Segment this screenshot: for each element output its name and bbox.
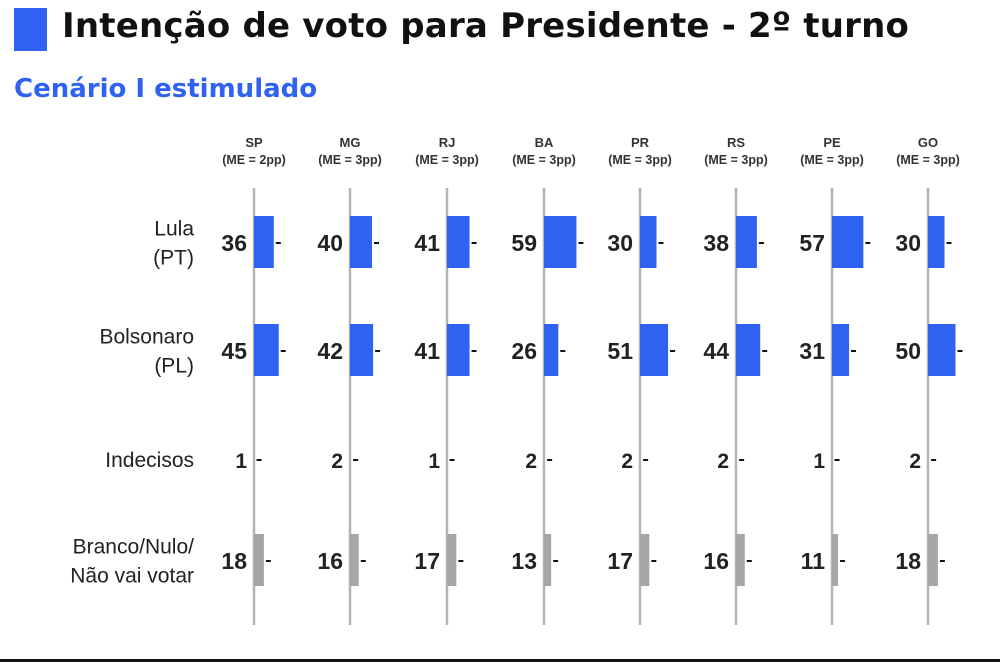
column-state-label: PR [631,135,650,150]
chart-subtitle: Cenário I estimulado [14,74,318,104]
bar [928,324,956,376]
bar [928,216,945,268]
bar-value-label: 31 [799,338,825,364]
bar-value-label: 30 [895,230,921,256]
bar [544,534,552,586]
chart-title: Intenção de voto para Presidente - 2º tu… [62,6,910,46]
bar-value-label: 13 [511,548,537,574]
bar [350,216,372,268]
bar [350,324,374,376]
row-label: (PL) [154,355,194,378]
bar [350,534,359,586]
bar-value-label: 16 [703,548,729,574]
column-margin-label: (ME = 3pp) [704,153,768,167]
bar-value-label: 1 [428,450,440,473]
bar-value-label: 1 [813,450,825,473]
column-state-label: GO [918,135,938,150]
bar-value-label: 17 [414,548,440,574]
bar-value-label: 2 [621,450,633,473]
bar-value-label: 36 [221,230,247,256]
bar-value-label: 2 [525,450,537,473]
bar-value-label: 44 [703,338,729,364]
bar [544,216,577,268]
column-state-label: RS [727,135,745,150]
column-margin-label: (ME = 3pp) [800,153,864,167]
bar-value-label: 1 [235,450,247,473]
column-state-label: MG [340,135,361,150]
bar-value-label: 26 [511,338,537,364]
bar-value-label: 42 [317,338,343,364]
column-margin-label: (ME = 3pp) [318,153,382,167]
bar-value-label: 57 [799,230,825,256]
bar-value-label: 59 [511,230,537,256]
bar [544,324,559,376]
bar-value-label: 17 [607,548,633,574]
row-label: Não vai votar [70,565,194,588]
bar-value-label: 2 [331,450,343,473]
bar [254,216,274,268]
bar-value-label: 45 [221,338,247,364]
bar-value-label: 2 [717,450,729,473]
column-state-label: BA [535,135,554,150]
column-margin-label: (ME = 3pp) [896,153,960,167]
row-label: Branco/Nulo/ [73,536,195,559]
column-state-label: PE [823,135,841,150]
bar-value-label: 51 [607,338,633,364]
column-state-label: RJ [439,135,456,150]
bar [447,534,457,586]
bar [640,324,669,376]
bar [447,216,470,268]
header-accent-square [14,8,47,51]
column-state-label: SP [245,135,263,150]
column-margin-label: (ME = 3pp) [608,153,672,167]
bar-value-label: 18 [895,548,921,574]
bar-value-label: 50 [895,338,921,364]
bar [640,216,657,268]
bar [736,216,757,268]
bar [832,534,839,586]
row-label: (PT) [153,247,194,270]
column-margin-label: (ME = 3pp) [415,153,479,167]
bar [832,216,864,268]
bar-value-label: 16 [317,548,343,574]
column-margin-label: (ME = 3pp) [512,153,576,167]
bar-value-label: 11 [801,548,826,574]
bottom-divider [0,659,1000,662]
bar [254,534,264,586]
bar [254,324,279,376]
bar-value-label: 41 [414,338,440,364]
bar [447,324,470,376]
bar [736,324,761,376]
bar [640,534,650,586]
bar [832,324,850,376]
row-label: Indecisos [105,449,194,472]
bar-value-label: 38 [703,230,729,256]
row-label: Bolsonaro [99,326,194,349]
column-margin-label: (ME = 2pp) [222,153,286,167]
bar [928,534,938,586]
bar-value-label: 18 [221,548,247,574]
bar [736,534,745,586]
row-label: Lula [154,218,194,241]
bar-value-label: 30 [607,230,633,256]
bar-value-label: 40 [317,230,343,256]
bar-value-label: 41 [414,230,440,256]
bar-value-label: 2 [909,450,921,473]
